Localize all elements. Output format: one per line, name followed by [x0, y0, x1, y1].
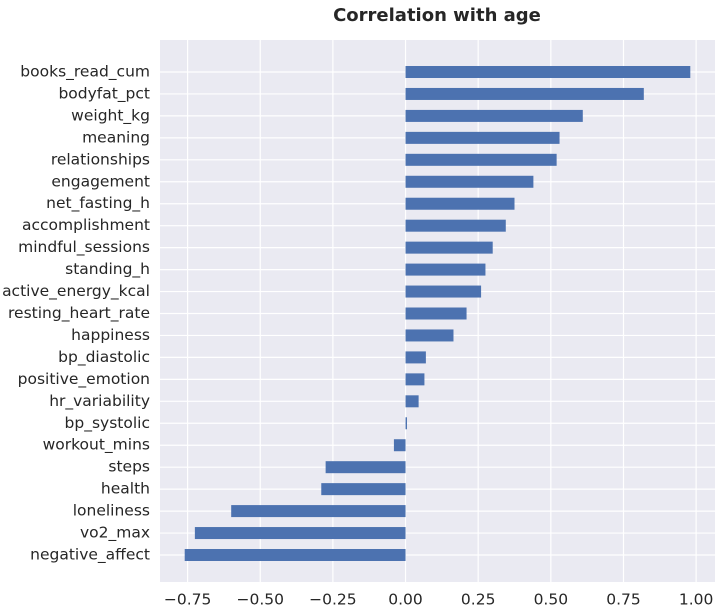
y-tick-label: weight_kg	[71, 106, 150, 125]
y-tick-label: negative_affect	[30, 546, 150, 565]
bar	[405, 417, 407, 430]
bar	[194, 527, 406, 540]
x-tick-label: 1.00	[679, 591, 714, 609]
y-tick-label: mindful_sessions	[18, 238, 150, 257]
bar	[231, 505, 406, 518]
y-tick-label: positive_emotion	[18, 370, 150, 389]
bar	[405, 241, 493, 254]
y-tick-label: active_energy_kcal	[2, 282, 150, 301]
bar	[405, 219, 506, 232]
bar	[405, 197, 515, 210]
bar	[184, 549, 406, 561]
y-tick-label: standing_h	[65, 260, 150, 279]
bar	[405, 329, 454, 342]
y-tick-label: resting_heart_rate	[8, 304, 150, 323]
bar	[405, 351, 426, 364]
y-tick-label: bp_systolic	[65, 414, 150, 433]
y-tick-label: books_read_cum	[20, 63, 150, 82]
x-tick-label: −0.25	[309, 591, 357, 609]
y-tick-label: meaning	[82, 128, 150, 146]
x-tick-label: 0.75	[606, 591, 641, 609]
bar	[405, 87, 644, 100]
y-tick-label: vo2_max	[80, 524, 150, 543]
bar	[405, 395, 419, 408]
bar	[321, 483, 406, 496]
bar	[405, 131, 560, 144]
x-tick-label: −0.50	[236, 591, 284, 609]
bar	[405, 373, 425, 386]
bar	[405, 285, 482, 298]
chart-title: Correlation with age	[333, 5, 541, 26]
y-tick-label: accomplishment	[22, 216, 150, 234]
x-tick-label: 0.50	[534, 591, 569, 609]
y-tick-label: loneliness	[73, 502, 150, 520]
y-tick-label: engagement	[51, 172, 150, 190]
bar	[405, 175, 534, 188]
y-tick-label: bodyfat_pct	[58, 84, 150, 103]
y-tick-label: happiness	[71, 326, 150, 344]
bar	[405, 66, 691, 78]
x-tick-label: 0.25	[461, 591, 496, 609]
y-tick-label: relationships	[51, 150, 150, 168]
x-tick-label: 0.00	[388, 591, 423, 609]
y-tick-label: workout_mins	[43, 436, 150, 455]
y-tick-label: hr_variability	[49, 392, 150, 411]
y-tick-label: bp_diastolic	[58, 348, 150, 367]
y-tick-label: steps	[108, 458, 150, 476]
bar	[405, 109, 583, 122]
y-tick-label: net_fasting_h	[46, 194, 150, 213]
bar	[325, 461, 406, 474]
bar	[405, 263, 486, 276]
bar	[393, 439, 406, 452]
bar	[405, 307, 467, 320]
bar	[405, 153, 557, 166]
x-tick-label: −0.75	[164, 591, 212, 609]
y-tick-label: health	[101, 480, 150, 498]
